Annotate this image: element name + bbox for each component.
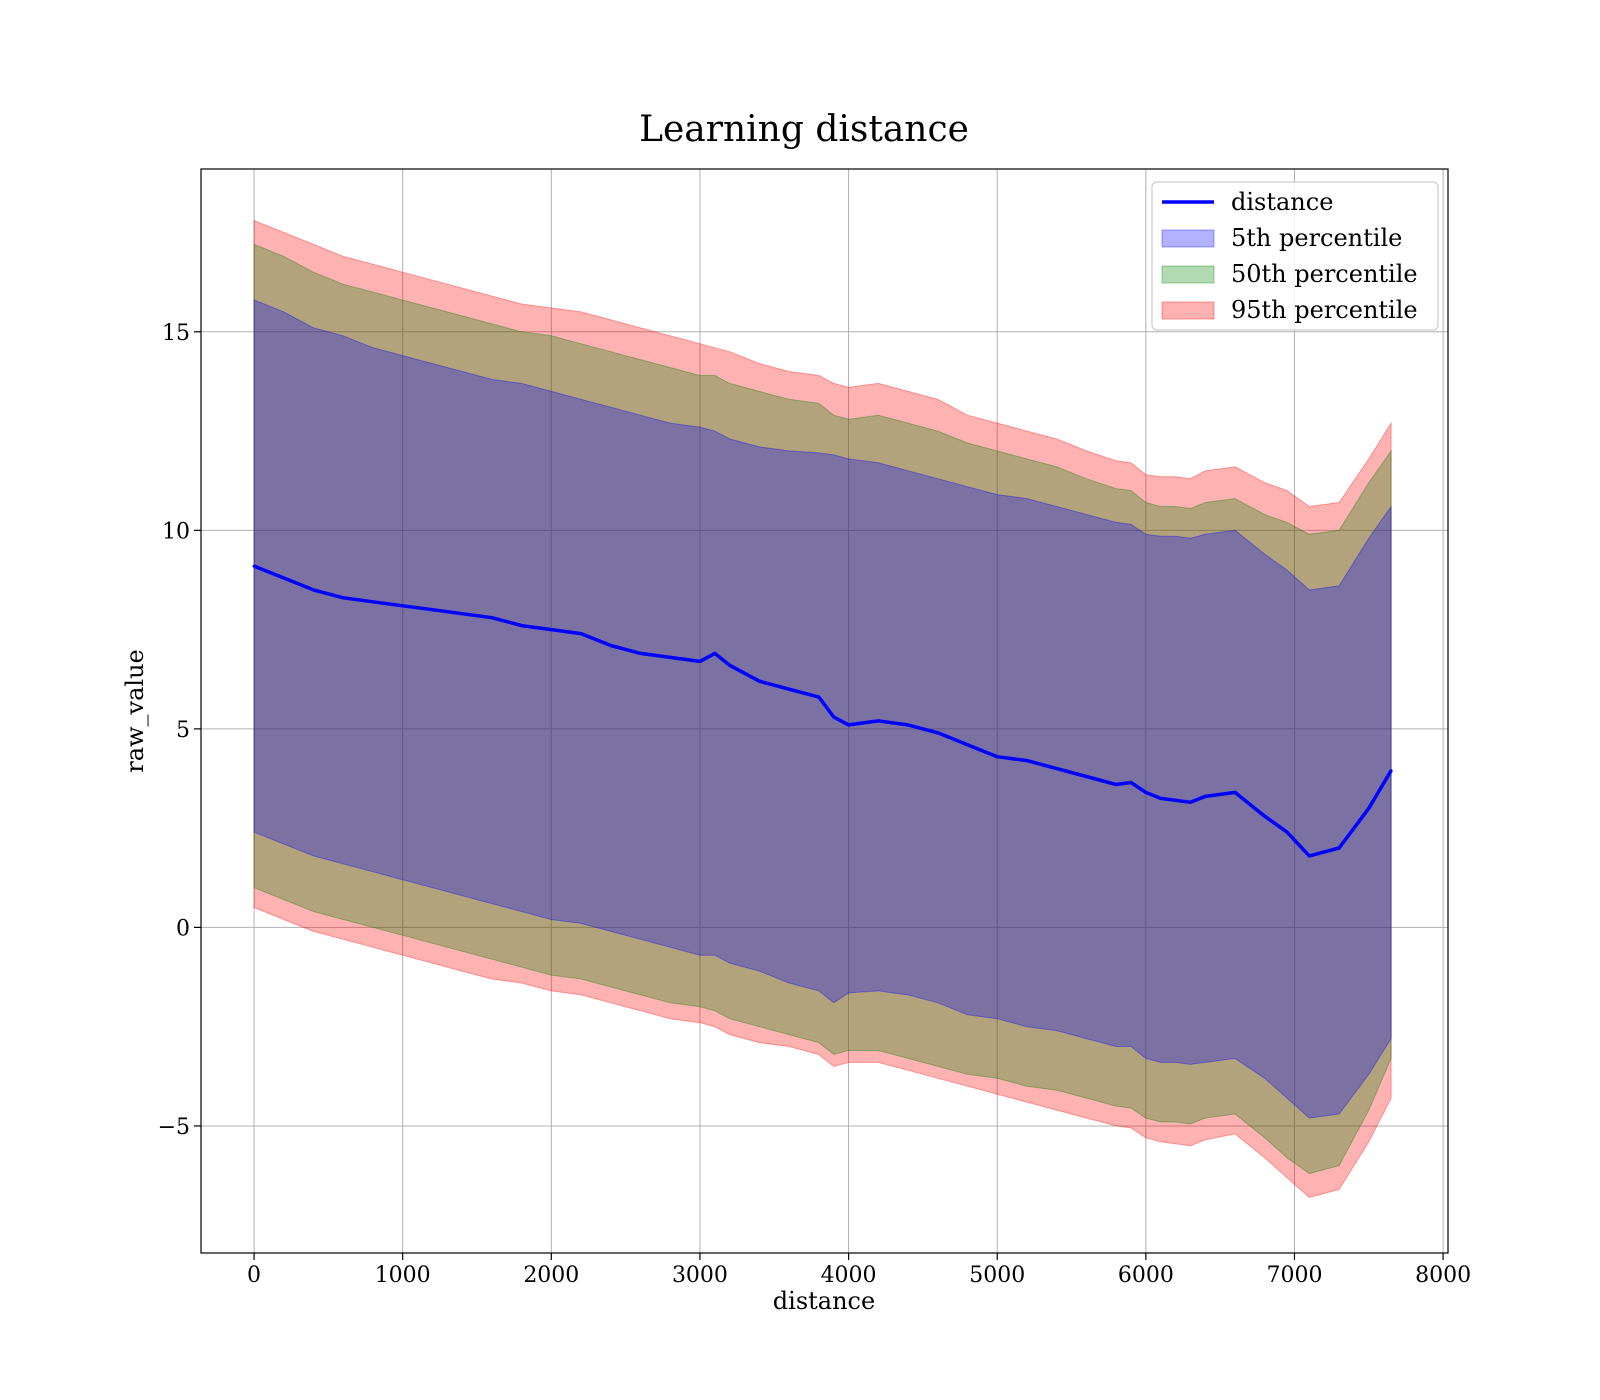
grid (201, 169, 1448, 1253)
data-point (966, 743, 969, 747)
data-point (341, 596, 345, 600)
data-point (713, 651, 717, 655)
y-tick-label: 5 (176, 718, 190, 743)
x-tick-label: 4000 (821, 1263, 877, 1288)
x-tick-label: 1000 (375, 1263, 431, 1288)
data-point (1307, 854, 1311, 858)
data-point (312, 588, 315, 592)
x-tick-label: 7000 (1266, 1263, 1322, 1288)
data-point (1159, 796, 1163, 800)
data-point (668, 655, 672, 659)
data-point (817, 695, 821, 699)
data-point (757, 679, 761, 683)
data-point (876, 719, 880, 723)
data-point (520, 624, 524, 628)
data-point (1285, 830, 1289, 834)
data-point (639, 651, 642, 655)
y-tick-label: 15 (162, 321, 190, 346)
band-95th (253, 219, 1392, 1198)
data-point (490, 616, 494, 620)
x-tick-label: 5000 (969, 1263, 1025, 1288)
data-point (698, 659, 702, 663)
legend-label: 50th percentile (1231, 260, 1418, 288)
data-point (1233, 790, 1237, 794)
data-point (1129, 781, 1133, 784)
data-point (1337, 846, 1341, 850)
data-point (1114, 783, 1118, 786)
data-point (1188, 800, 1192, 804)
data-point (1203, 794, 1207, 798)
data-point (252, 564, 256, 568)
legend-label: 5th percentile (1231, 224, 1402, 252)
data-point (1367, 806, 1371, 810)
data-point (906, 723, 910, 727)
x-axis: 0 1000 2000 3000 4000 5000 6000 7000 8000 (247, 1253, 1471, 1288)
band-50th (253, 243, 1392, 1175)
data-point (1263, 814, 1267, 818)
y-tick-label: 10 (162, 519, 190, 544)
plot-frame (200, 168, 1449, 1254)
legend-label: 95th percentile (1231, 296, 1418, 324)
data-point (1389, 769, 1393, 773)
x-tick-label: 2000 (523, 1263, 579, 1288)
data-point (549, 628, 553, 632)
data-point (460, 612, 464, 616)
legend: distance 5th percentile 50th percentile 95t… (1151, 181, 1439, 331)
x-tick-label: 3000 (672, 1263, 728, 1288)
data-point (1174, 798, 1178, 802)
chart-title: Learning distance (639, 109, 969, 150)
data-point (728, 663, 732, 667)
data-point (847, 723, 851, 727)
y-axis-label: raw_value (121, 649, 149, 773)
bands (253, 219, 1392, 1198)
data-point (832, 715, 836, 719)
data-point (609, 644, 613, 647)
data-point (282, 576, 286, 580)
x-tick-label: 6000 (1118, 1263, 1174, 1288)
line-series (252, 564, 1393, 858)
band-5th (253, 299, 1392, 1119)
legend-swatch-95th (1161, 301, 1215, 320)
data-point (1144, 790, 1148, 794)
data-point (936, 731, 940, 735)
data-point (401, 604, 405, 608)
legend-swatch-50th (1161, 265, 1215, 284)
data-point (787, 687, 791, 691)
data-point (371, 600, 375, 604)
legend-label: distance (1231, 188, 1333, 216)
data-point (430, 608, 434, 612)
legend-swatch-5th (1161, 229, 1215, 248)
y-tick-label: −5 (158, 1115, 190, 1140)
y-axis: −5 0 5 10 15 (158, 321, 201, 1140)
y-tick-label: 0 (176, 916, 190, 941)
data-point (1025, 759, 1029, 763)
x-tick-label: 0 (247, 1263, 261, 1288)
legend-box (1151, 181, 1439, 331)
data-point (1055, 767, 1059, 771)
data-point (579, 632, 583, 636)
data-point (995, 755, 999, 759)
data-point (1084, 775, 1088, 778)
x-axis-label: distance (773, 1287, 875, 1315)
x-tick-label: 8000 (1415, 1263, 1471, 1288)
